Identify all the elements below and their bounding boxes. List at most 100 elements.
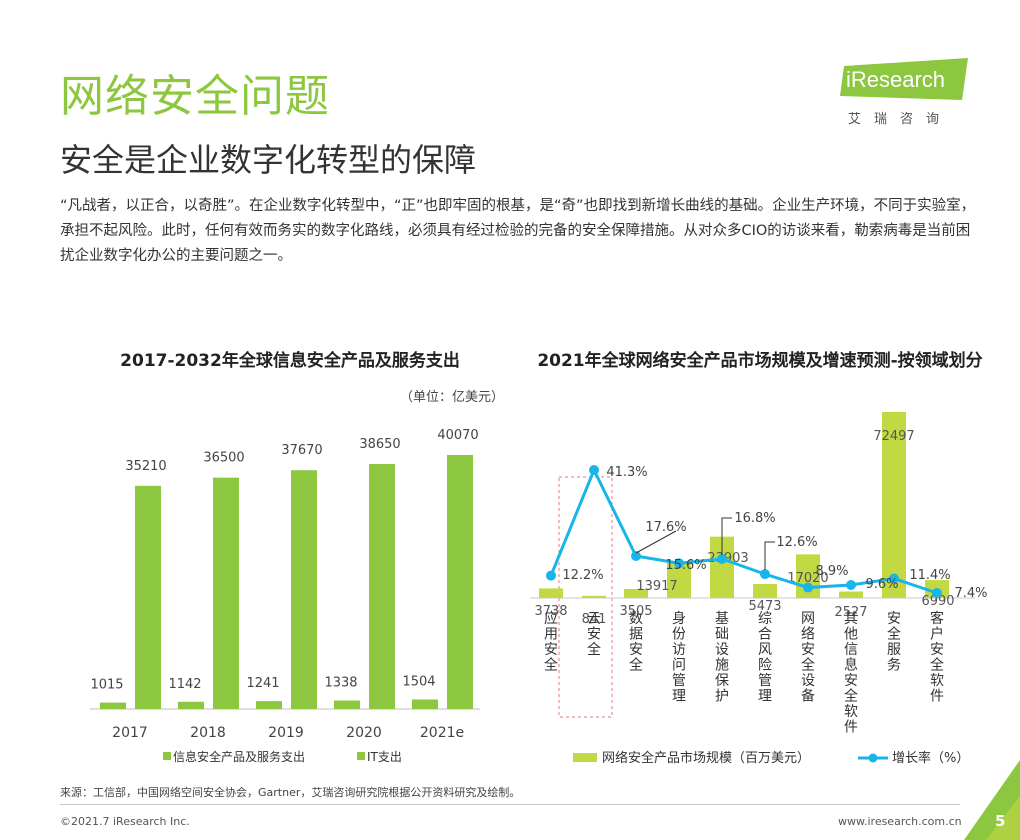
category-label-char: 网 <box>801 611 815 627</box>
x-tick-label: 2019 <box>268 725 304 741</box>
category-label-char: 安 <box>930 642 944 658</box>
bar-security-spend <box>100 702 126 709</box>
category-label-char: 护 <box>715 689 729 705</box>
category-label-char: 件 <box>930 689 944 705</box>
category-label-char: 管 <box>672 673 686 689</box>
market-size-bar <box>624 589 648 598</box>
growth-rate-label: 9.6% <box>865 577 898 592</box>
category-label-char: 应 <box>544 610 558 627</box>
category-label-char: 安 <box>544 642 558 658</box>
category-label-char: 软 <box>844 704 858 720</box>
growth-rate-point <box>803 582 813 593</box>
bar-value-label: 2527 <box>834 605 867 620</box>
label-security-spend: 1015 <box>90 678 123 693</box>
bar-value-label: 6990 <box>921 594 954 609</box>
growth-rate-label: 12.2% <box>562 568 603 583</box>
category-label-char: 基 <box>715 610 729 627</box>
category-label-char: 用 <box>544 627 558 643</box>
growth-rate-point <box>932 588 942 598</box>
copyright: ©2021.7 iResearch Inc. <box>60 815 190 828</box>
bar-it-spend <box>447 455 473 709</box>
intro-paragraph: “凡战者，以正合，以奇胜”。在企业数字化转型中，“正”也即牢固的根基，是“奇”也… <box>60 198 976 264</box>
category-label-char: 全 <box>587 641 601 658</box>
logo-text: iResearch <box>846 67 946 92</box>
page-corner-decoration <box>964 760 1020 840</box>
bar-value-label: 3738 <box>534 604 567 619</box>
website-link[interactable]: www.iresearch.com.cn <box>838 815 962 828</box>
bar-security-spend <box>334 700 360 709</box>
legend-label-growth: 增长率（%） <box>892 750 969 766</box>
growth-rate-point <box>889 573 899 584</box>
market-size-bar <box>796 554 820 598</box>
market-size-bar <box>839 591 863 598</box>
highlight-box <box>558 476 613 718</box>
legend-label-market: 网络安全产品市场规模（百万美元） <box>602 750 810 766</box>
category-label-char: 息 <box>844 657 858 674</box>
label-security-spend: 1142 <box>168 677 201 692</box>
category-label-char: 风 <box>758 642 772 658</box>
bar-security-spend <box>178 701 204 709</box>
growth-rate-point <box>760 569 770 580</box>
growth-rate-label: 7.4% <box>954 586 987 601</box>
page-title: 网络安全问题 <box>60 71 330 122</box>
category-label-char: 全 <box>844 688 858 705</box>
bar-it-spend <box>369 464 395 709</box>
category-label-char: 问 <box>672 658 686 674</box>
left-chart-title: 2017-2032年全球信息安全产品及服务支出 <box>120 351 460 371</box>
category-label-char: 户 <box>930 626 944 643</box>
x-tick-label: 2018 <box>190 725 226 741</box>
label-it-spend: 35210 <box>125 459 166 474</box>
growth-rate-label: 11.4% <box>909 568 950 583</box>
market-size-bar <box>925 580 949 598</box>
category-label-char: 安 <box>801 642 815 658</box>
category-label-char: 身 <box>672 611 686 627</box>
bar-it-spend <box>135 485 161 709</box>
market-size-bar <box>539 588 563 598</box>
legend-label-security: 信息安全产品及服务支出 <box>173 749 305 764</box>
category-label-char: 安 <box>887 611 901 627</box>
category-label-char: 全 <box>801 657 815 674</box>
category-label-char: 础 <box>715 627 729 643</box>
category-label-char: 安 <box>844 673 858 689</box>
category-label-char: 服 <box>887 642 901 658</box>
category-label-char: 访 <box>672 642 686 658</box>
market-size-bar <box>667 562 691 598</box>
bar-it-spend <box>291 470 317 709</box>
legend-swatch-it <box>357 752 365 760</box>
category-label-char: 务 <box>887 658 901 674</box>
label-it-spend: 38650 <box>359 437 400 452</box>
leader-line <box>635 530 677 554</box>
category-label-char: 管 <box>758 673 772 689</box>
market-size-bar <box>582 595 606 598</box>
market-size-bar <box>710 536 734 598</box>
category-label-char: 他 <box>844 627 858 643</box>
bar-value-label: 17020 <box>787 571 828 586</box>
market-size-bar <box>753 583 777 598</box>
leader-line <box>764 541 775 570</box>
bar-value-label: 72497 <box>873 429 914 444</box>
iresearch-logo: iResearch 艾瑞咨询 <box>840 58 970 128</box>
bar-value-label: 5473 <box>748 599 781 614</box>
bar-value-label: 23903 <box>707 551 748 566</box>
market-size-bar <box>882 412 906 598</box>
growth-rate-label: 17.6% <box>645 520 686 535</box>
growth-rate-line <box>549 466 938 595</box>
growth-rate-label: 12.6% <box>776 535 817 550</box>
logo-chinese-text: 艾瑞咨询 <box>848 112 953 127</box>
label-security-spend: 1338 <box>324 676 357 691</box>
category-label-char: 全 <box>887 626 901 643</box>
x-tick-label: 2021e <box>420 725 464 741</box>
legend-label-it: IT支出 <box>367 750 402 764</box>
bar-it-spend <box>213 477 239 709</box>
category-label-char: 理 <box>758 689 772 705</box>
category-label-char: 数 <box>629 611 643 627</box>
page-subtitle: 安全是企业数字化转型的保障 <box>60 141 477 179</box>
category-label-char: 合 <box>758 627 772 643</box>
category-label-char: 设 <box>801 673 815 689</box>
legend-swatch-security <box>163 752 171 760</box>
category-label-char: 份 <box>672 627 686 643</box>
category-label-char: 客 <box>930 610 944 627</box>
page-number: 5 <box>995 812 1006 830</box>
category-label-char: 理 <box>672 689 686 705</box>
bar-value-label: 841 <box>582 612 607 627</box>
